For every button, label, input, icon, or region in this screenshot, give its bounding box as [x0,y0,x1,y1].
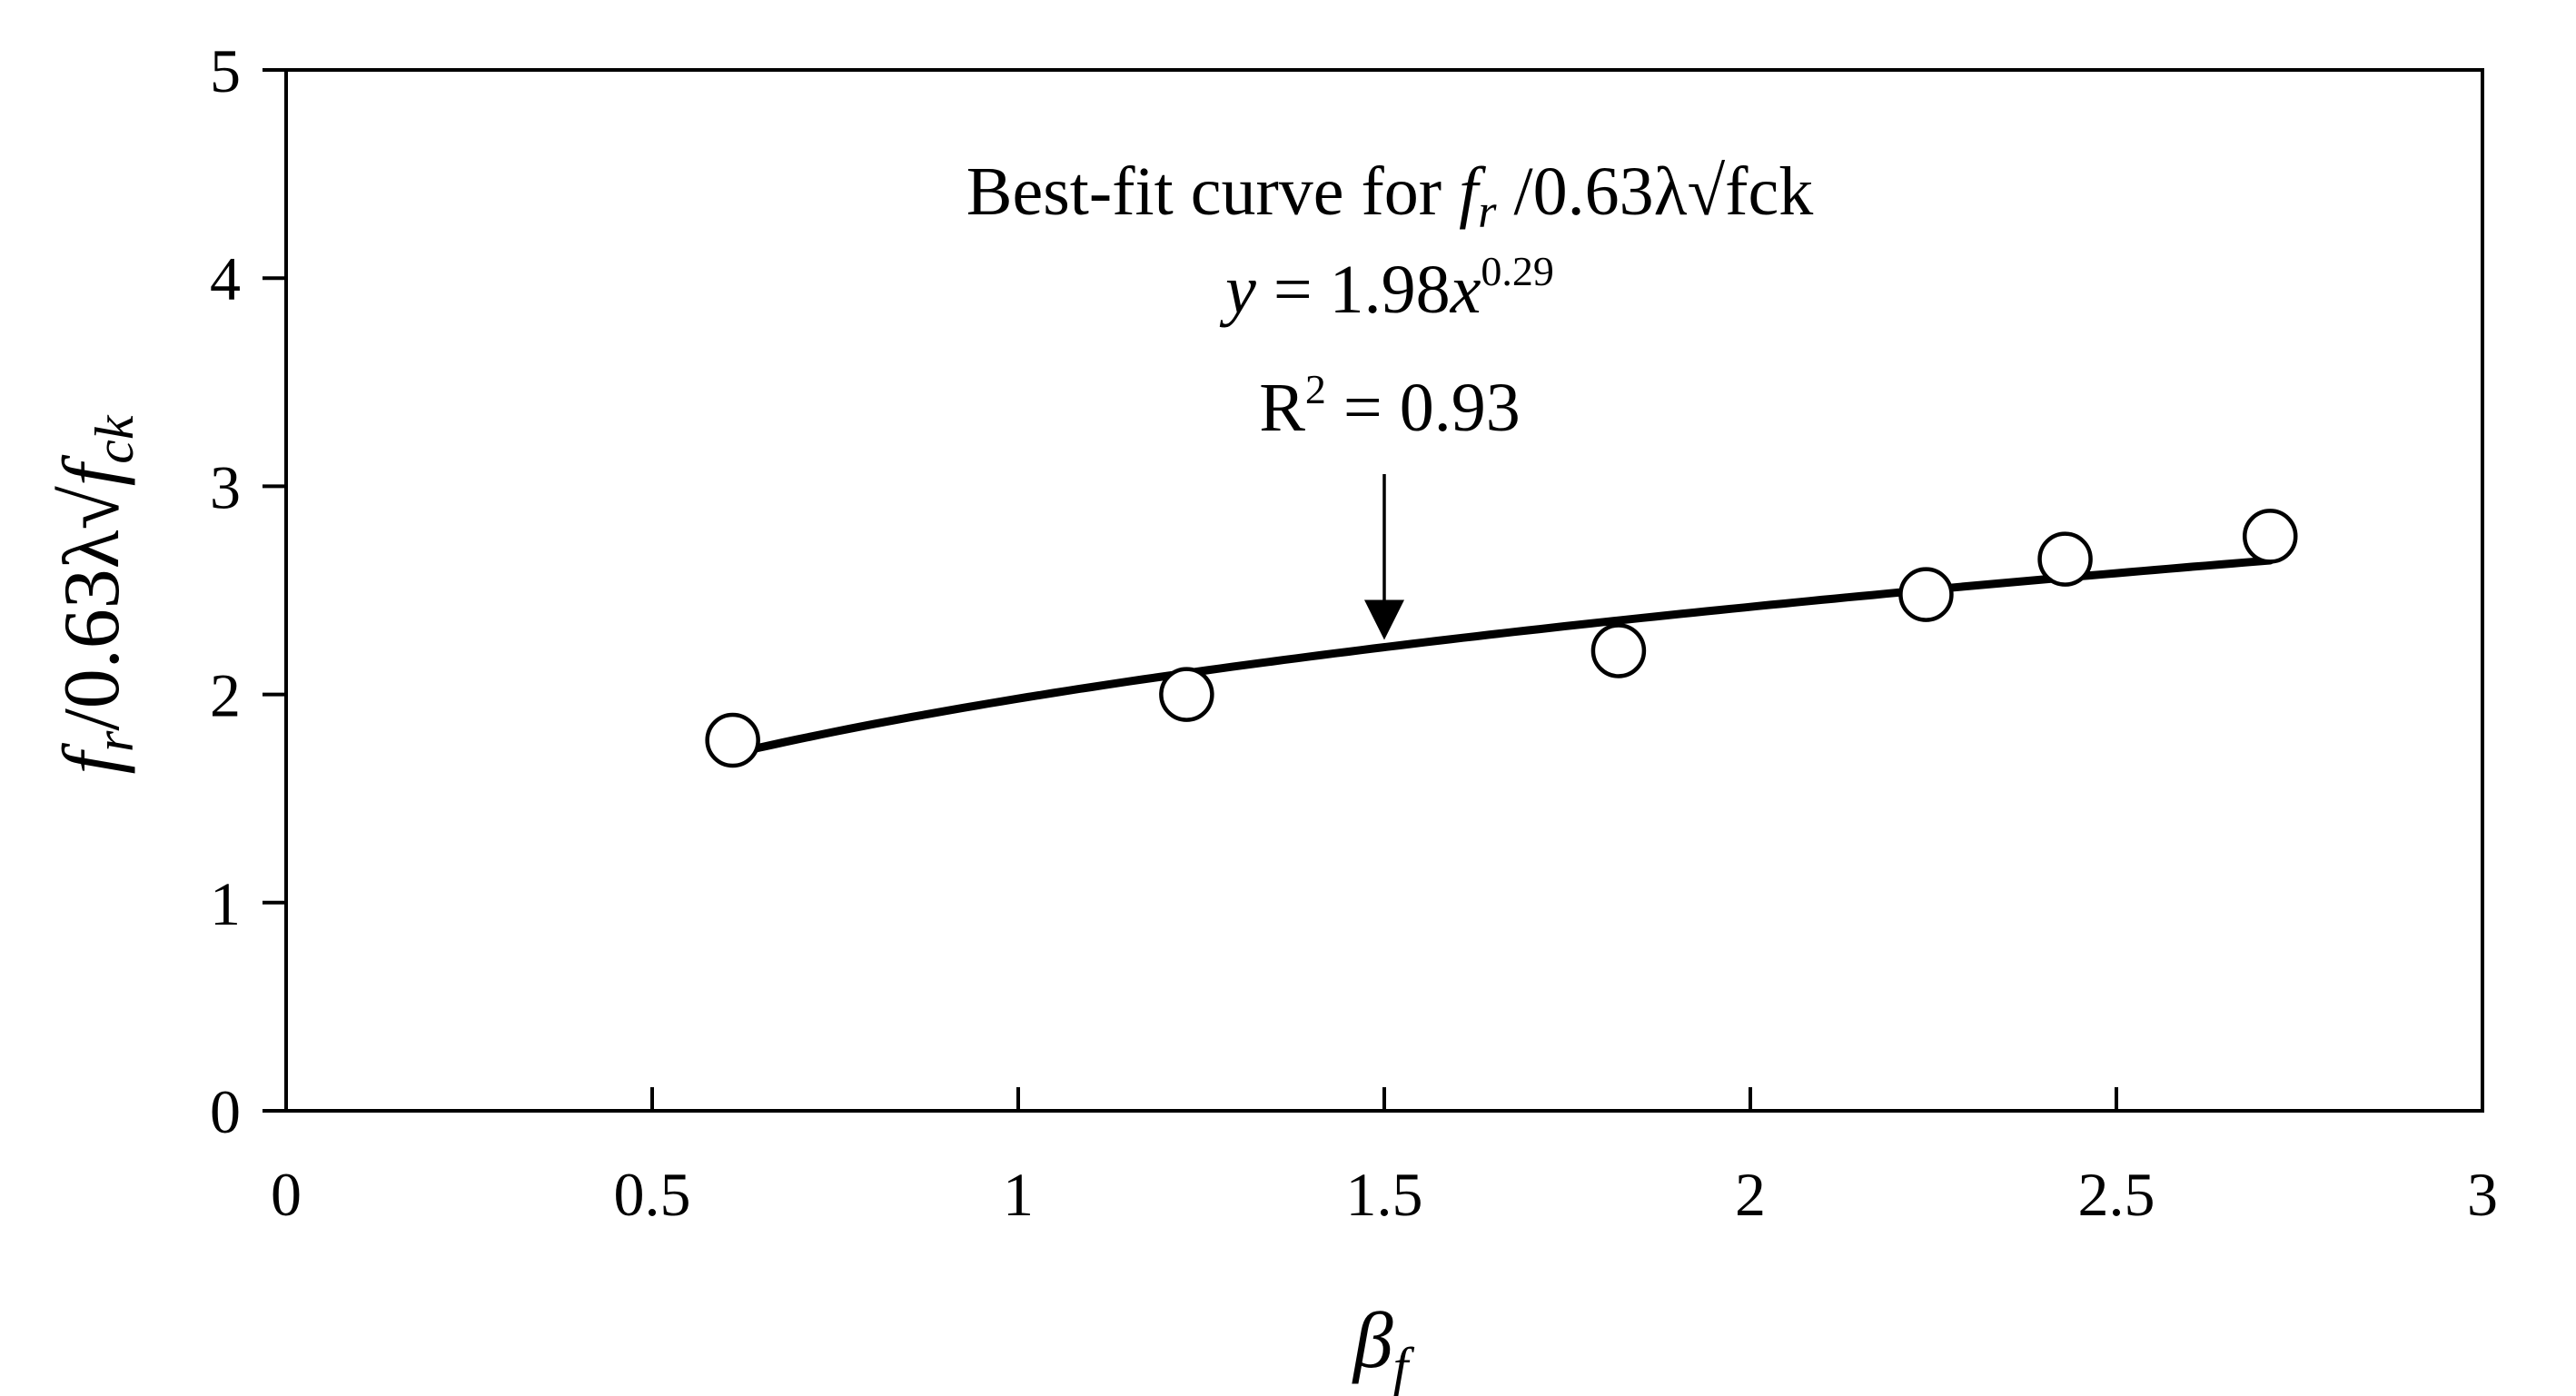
data-point [705,712,760,768]
x-tick-label: 2 [1735,1160,1766,1229]
data-points-layer [705,509,2298,768]
x-tick-label: 0 [271,1160,302,1229]
annotation-r-value: = 0.93 [1326,370,1521,446]
data-point [2243,509,2298,564]
y-axis-title-r: r [84,730,144,752]
annotation-line-1-prefix: Best-fit curve for [966,153,1459,230]
x-tick-label: 1 [1003,1160,1034,1229]
y-tick-label: 2 [210,661,241,730]
annotation-line-3: R2 = 0.93 [1259,366,1521,446]
fit-curve-line [728,556,2274,758]
y-axis-title: fr/0.63λ√fck [48,414,144,774]
y-tick-label: 4 [210,244,241,313]
y-tick-label: 0 [210,1077,241,1146]
annotation-r-superscript: 2 [1305,366,1326,412]
annotation-r-symbol: R [1259,370,1305,446]
data-point [1159,667,1214,722]
annotation-equation-mid: = 1.98 [1256,252,1451,328]
annotation-line-1-r: r [1478,186,1497,238]
x-axis-ticks: 0 0.5 1 1.5 2 2.5 3 [271,1087,2498,1229]
y-axis-ticks: 0 1 2 3 4 5 [210,36,286,1146]
x-tick-label: 1.5 [1346,1160,1423,1229]
annotation-arrow-head [1364,599,1404,640]
data-point [2037,531,2093,587]
x-tick-label: 0.5 [614,1160,691,1229]
data-point [1590,623,1647,678]
y-tick-label: 3 [210,452,241,521]
y-tick-label: 5 [210,36,241,105]
data-point [1898,567,1954,622]
annotation-line-1: Best-fit curve for fr /0.63λ√fck [966,153,1813,238]
y-axis-title-ck: ck [84,414,144,464]
annotation-equation-exponent: 0.29 [1481,248,1554,294]
x-tick-label: 2.5 [2078,1160,2155,1229]
x-tick-label: 3 [2467,1160,2498,1229]
annotation-line-2: y = 1.98x0.29 [1219,248,1554,328]
x-axis-title-base: β [1352,1297,1393,1385]
fit-curve-layer [728,556,2274,758]
annotation-equation-y: y [1219,252,1256,328]
annotation-arrow [1364,474,1404,640]
annotation-equation-x: x [1450,252,1481,328]
annotation-line-1-suffix: /0.63λ√fck [1497,153,1814,230]
y-axis-title-mid: /0.63λ√ [48,486,136,731]
y-tick-label: 1 [210,869,241,938]
